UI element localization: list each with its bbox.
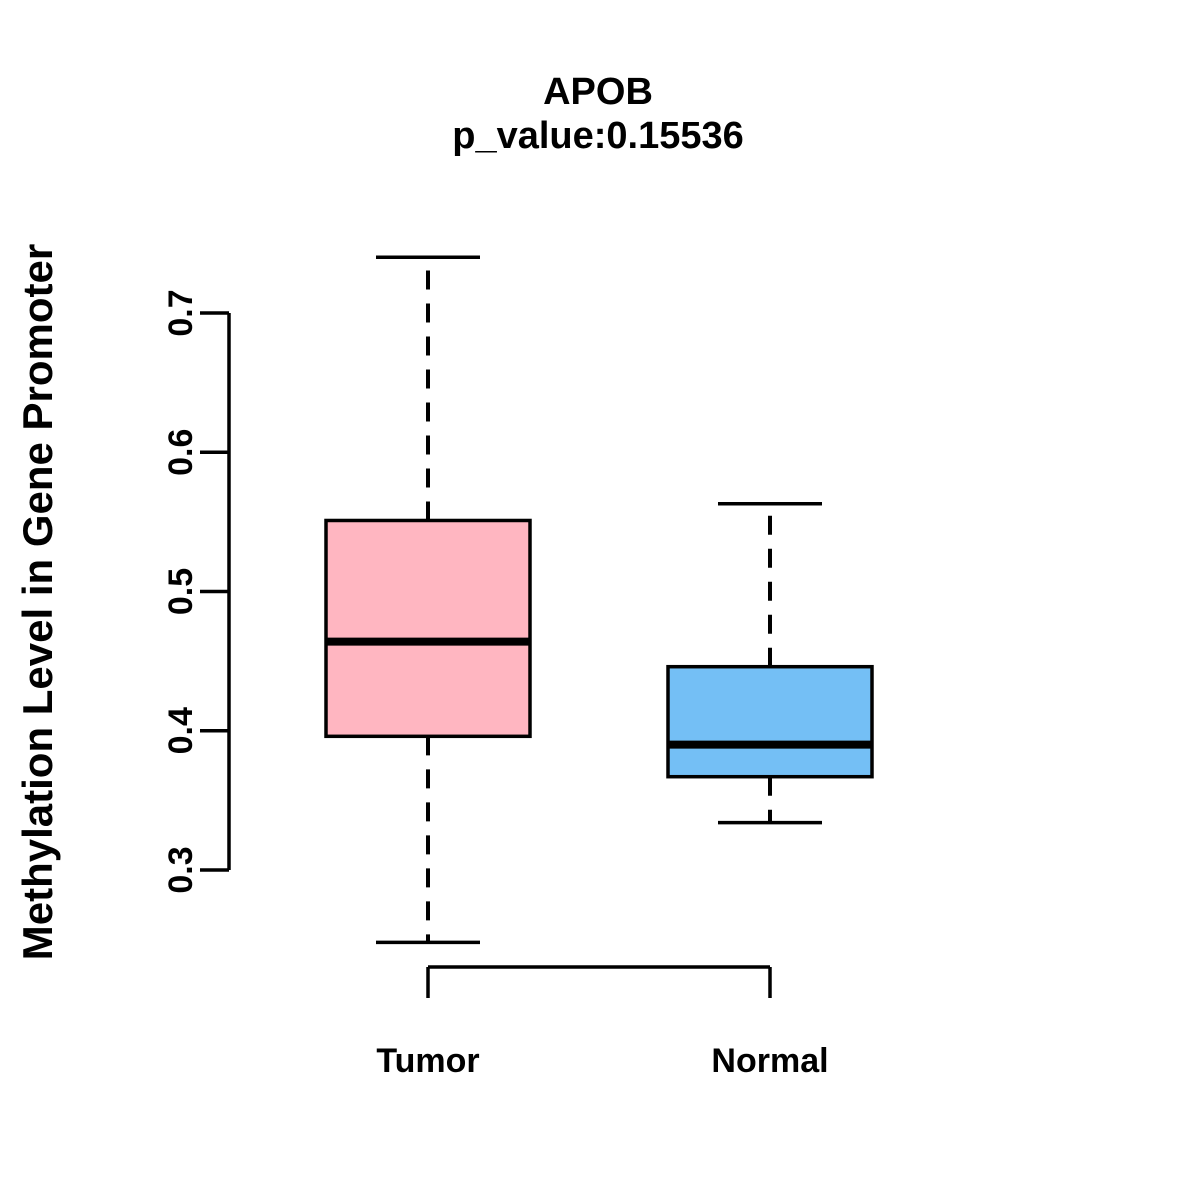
chart-title-pvalue: p_value:0.15536: [452, 115, 744, 157]
y-tick-label: 0.6: [162, 429, 200, 476]
box-normal: [666, 664, 874, 779]
y-tick-label: 0.5: [162, 568, 200, 615]
box-tumor: [324, 518, 532, 739]
chart-title: APOB p_value:0.15536: [452, 70, 744, 158]
chart-title-gene: APOB: [543, 71, 653, 113]
x-category-label-normal: Normal: [711, 1042, 828, 1080]
y-tick-label: 0.3: [162, 846, 200, 893]
y-tick-label: 0.4: [162, 707, 200, 754]
y-tick-label: 0.7: [162, 289, 200, 336]
x-category-label-tumor: Tumor: [376, 1042, 479, 1080]
